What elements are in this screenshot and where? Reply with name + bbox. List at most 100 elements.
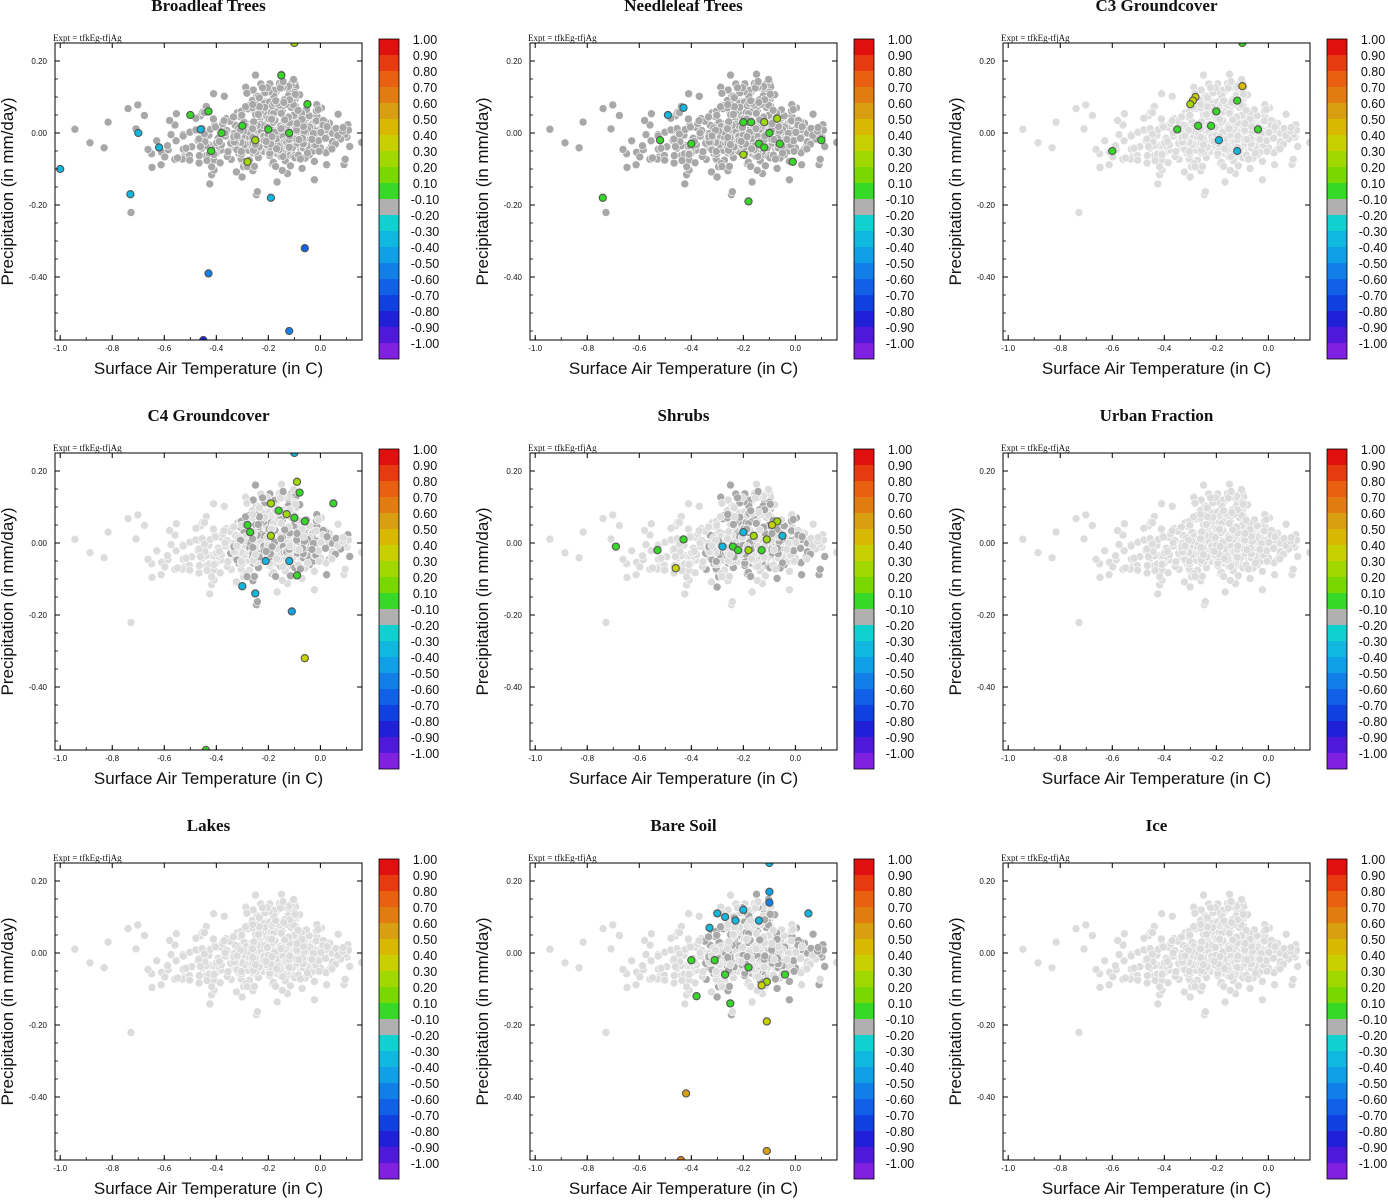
background-point [171, 546, 181, 556]
background-point [267, 132, 277, 141]
background-point [237, 147, 246, 156]
background-point [1219, 572, 1228, 581]
background-point [195, 561, 204, 570]
highlighted-point [1108, 146, 1117, 156]
background-point [601, 208, 611, 217]
background-point [251, 550, 260, 559]
colorbar-level-label: -0.60 [411, 683, 440, 697]
background-point [729, 503, 739, 513]
background-point [1226, 562, 1236, 571]
colorbar-swatch [379, 657, 399, 673]
background-point [1264, 128, 1274, 137]
colorbar-swatch [1327, 183, 1347, 199]
x-tick-label: -0.2 [736, 754, 750, 763]
background-point [219, 526, 229, 536]
background-point [660, 155, 670, 165]
background-point [694, 501, 704, 511]
background-point [310, 567, 319, 576]
background-point [156, 160, 166, 170]
background-point [232, 577, 241, 587]
background-point [297, 164, 307, 173]
background-point [1018, 534, 1028, 544]
background-point [1095, 573, 1105, 582]
colorbar-swatch [379, 545, 399, 561]
background-point [694, 92, 704, 101]
background-point [1264, 538, 1274, 547]
background-point [752, 166, 762, 175]
background-point [753, 487, 763, 496]
background-point [1148, 108, 1157, 117]
colorbar-level-label: -0.10 [411, 603, 440, 617]
background-point [631, 160, 641, 170]
background-point [223, 147, 233, 156]
colorbar-swatch [1327, 119, 1347, 135]
background-point [207, 162, 216, 172]
background-point [598, 104, 608, 113]
colorbar-swatch [1327, 641, 1347, 657]
background-point [754, 98, 764, 107]
background-point [156, 570, 166, 580]
background-point [209, 499, 218, 509]
background-point [684, 114, 693, 124]
background-point [215, 158, 225, 168]
colorbar-level-label: 0.30 [888, 145, 912, 159]
background-point [1199, 550, 1208, 559]
x-tick-label: -0.2 [261, 754, 275, 763]
background-point [340, 564, 350, 574]
colorbar-swatch [1327, 167, 1347, 183]
background-point [1163, 547, 1172, 556]
background-point [1244, 154, 1253, 164]
background-point [574, 553, 584, 563]
x-tick-label: -0.2 [261, 344, 275, 353]
background-point [1196, 133, 1206, 142]
background-point [290, 499, 300, 509]
colorbar-level-label: -0.90 [886, 731, 915, 745]
background-point [1244, 564, 1253, 574]
highlighted-point [773, 114, 782, 123]
background-point [1185, 110, 1195, 120]
colorbar-swatch [1327, 737, 1347, 753]
background-point [684, 89, 693, 98]
background-point [747, 554, 756, 564]
background-point [724, 117, 734, 127]
background-point [1121, 563, 1130, 573]
highlighted-point [739, 150, 748, 159]
highlighted-point [186, 110, 195, 120]
background-point [601, 618, 611, 627]
plot-area [70, 453, 362, 750]
background-point [253, 187, 262, 196]
colorbar-swatch [379, 151, 399, 167]
colorbar-level-label: 0.50 [413, 523, 437, 537]
background-point [1270, 160, 1279, 169]
colorbar-swatch [1327, 577, 1347, 593]
background-point [640, 526, 649, 535]
background-point [1190, 162, 1200, 171]
background-point [1281, 519, 1291, 529]
highlighted-point [679, 535, 688, 544]
background-point [202, 156, 212, 165]
background-point [771, 154, 780, 164]
background-point [1100, 136, 1109, 146]
highlighted-point [762, 535, 771, 544]
panel-title: C3 Groundcover [1096, 0, 1218, 15]
background-point [796, 543, 805, 553]
background-point [272, 144, 281, 153]
colorbar-level-label: 0.60 [1361, 507, 1385, 521]
background-point [1171, 557, 1181, 567]
background-point [1163, 568, 1173, 578]
colorbar-swatch [854, 657, 874, 673]
background-point [181, 553, 191, 563]
background-point [310, 157, 319, 166]
colorbar-level-label: -0.20 [1359, 619, 1388, 633]
background-point [677, 156, 687, 165]
background-point [1228, 525, 1238, 535]
background-point [736, 137, 746, 146]
background-point [1185, 520, 1195, 530]
colorbar-swatch [854, 753, 874, 769]
background-point [232, 541, 242, 551]
background-point [271, 96, 281, 106]
background-point [345, 142, 355, 151]
colorbar-level-label: 0.70 [1361, 491, 1385, 505]
background-point [1225, 479, 1234, 489]
background-point [1018, 124, 1028, 134]
